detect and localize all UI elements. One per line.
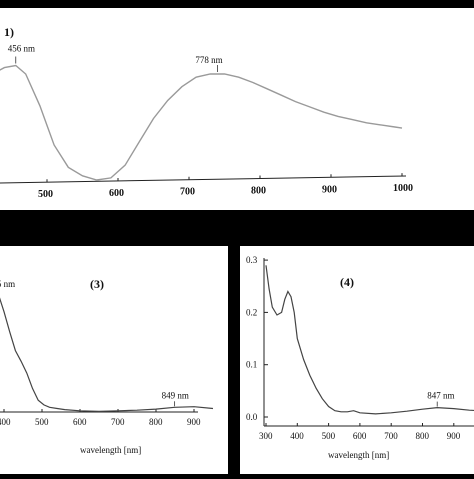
panel-1-x-tick-label: 800 — [251, 186, 266, 197]
panel-1-x-ticks: 500 600 700 800 900 1000 — [38, 173, 413, 200]
panel-3-x-tick-label: 400 — [0, 417, 11, 427]
panel-1-annotation-peak-2: 778 nm — [195, 55, 222, 65]
panel-1-x-axis — [0, 175, 407, 184]
panel-3-x-tick-label: 600 — [73, 417, 87, 427]
panel-1-annotation-peak-1: 456 nm — [8, 44, 35, 54]
panel-1-series-line — [0, 64, 403, 181]
panel-4-y-tick-label: 0.1 — [246, 360, 257, 370]
panel-4-series-line — [265, 265, 474, 415]
panel-3-x-tick-label: 700 — [111, 417, 125, 427]
panel-1-x-tick-label: 1000 — [393, 183, 413, 194]
panel-4-x-tick-label: 800 — [416, 431, 430, 441]
panel-4-x-tick-label: 500 — [322, 431, 336, 441]
panel-1-x-tick-label: 900 — [322, 184, 337, 195]
panel-4-y-tick-label: 0.3 — [246, 255, 258, 265]
panel-3-x-tick-label: 800 — [149, 417, 163, 427]
panel-4-x-tick-label: 300 — [259, 431, 273, 441]
panel-4-y-tick-label: 0.2 — [246, 307, 257, 317]
panel-3-chart: (3) 400 500 600 700 800 900 45 nm 849 nm wave… — [0, 246, 228, 474]
panel-4-background — [240, 246, 474, 474]
panel-3-x-tick-label: 500 — [35, 417, 49, 427]
panel-1-x-tick-label: 700 — [180, 187, 195, 198]
panel-3-x-axis-title: wavelength [nm] — [80, 445, 141, 455]
panel-3-annotation-peak-2: 849 nm — [162, 390, 189, 400]
panel-4-chart: (4) 300 400 500 600 700 800 900 0.0 0.1 0.2 0.3 84… — [240, 246, 474, 474]
panel-1-x-tick-label: 500 — [38, 189, 53, 200]
panel-3-series-line — [0, 297, 214, 413]
panel-1-chart: 1) 500 600 700 800 900 1000 456 nm 778 nm — [0, 8, 474, 210]
panel-1-label: 1) — [4, 25, 14, 39]
panel-4-x-tick-label: 400 — [290, 431, 304, 441]
panel-4-ticks: 300 400 500 600 700 800 900 0.0 0.1 0.2 0.3 — [246, 255, 461, 441]
panel-4-label: (4) — [340, 275, 354, 289]
panel-4-y-tick-label: 0.0 — [246, 412, 258, 422]
panel-3-annotation-peak-1: 45 nm — [0, 279, 15, 289]
panel-4-x-tick-label: 600 — [353, 431, 367, 441]
panel-1-x-tick-label: 600 — [109, 188, 124, 199]
panel-4-x-tick-label: 900 — [447, 431, 461, 441]
panel-3-x-tick-label: 900 — [187, 417, 201, 427]
panel-4-x-tick-label: 700 — [384, 431, 398, 441]
panel-4-annotation-peak: 847 nm — [427, 391, 454, 401]
panel-4-x-axis-title: wavelength [nm] — [328, 450, 389, 460]
panel-3-background — [0, 246, 228, 474]
panel-1-background — [0, 8, 474, 210]
panel-3-label: (3) — [90, 277, 104, 291]
